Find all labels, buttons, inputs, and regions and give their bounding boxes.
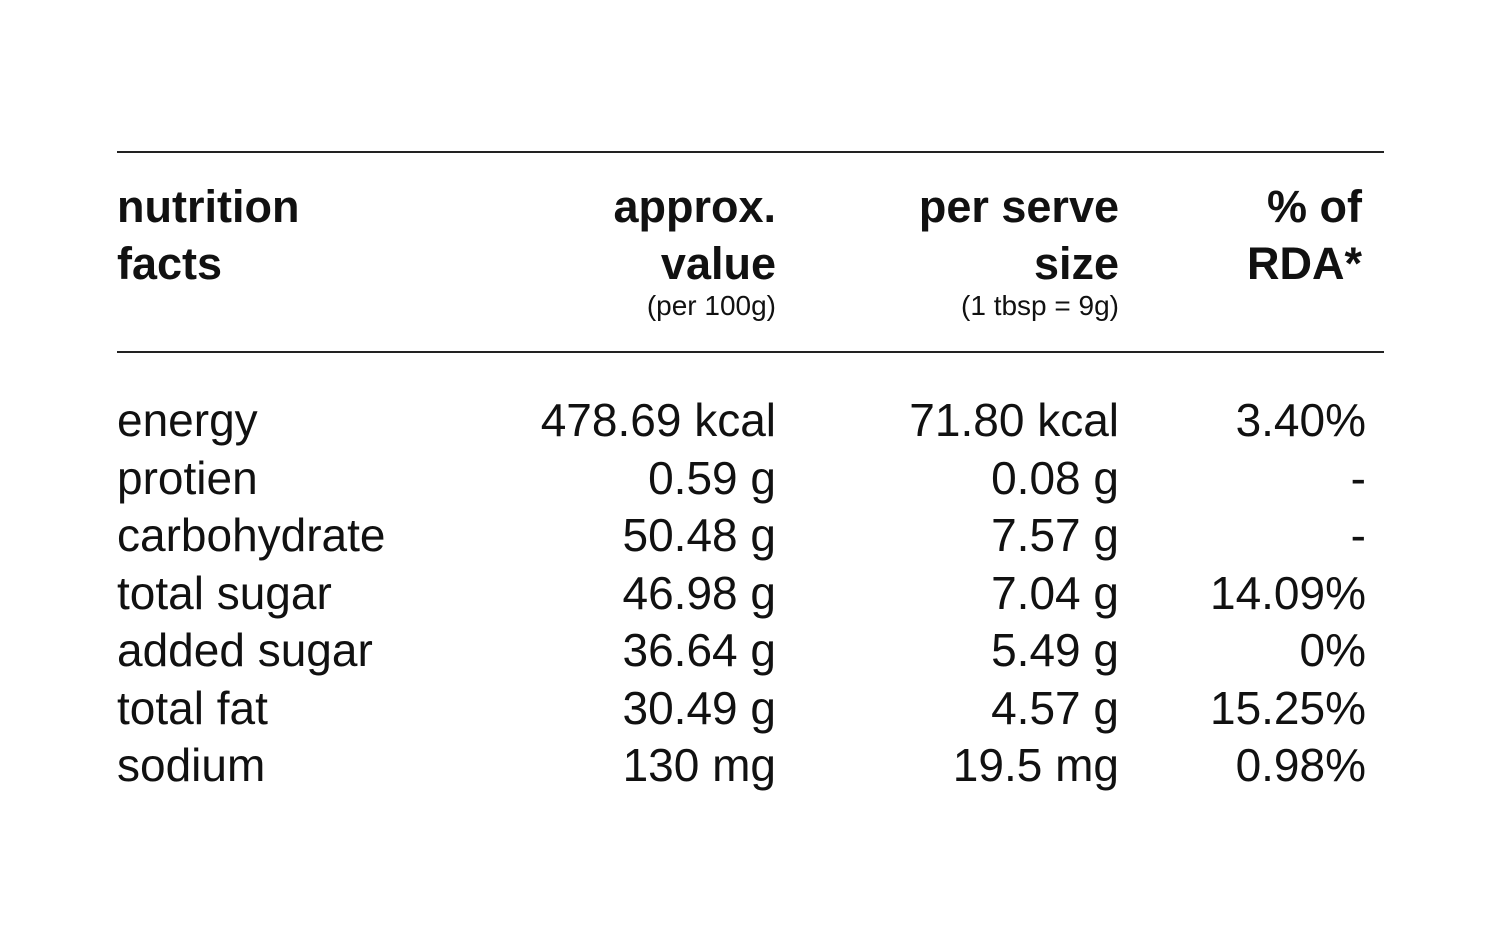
nutrient-name: total sugar [117, 566, 332, 619]
nutrient-value: 0.08 g [991, 451, 1119, 504]
nutrient-name: added sugar [117, 624, 373, 676]
nutrient-value: 3.40% [1235, 394, 1366, 446]
column-note: (per 100g) [646, 290, 776, 321]
column-header: per serve [918, 181, 1119, 232]
nutrient-value: 4.57 g [991, 681, 1119, 734]
nutrient-value: 36.64 g [622, 624, 776, 676]
nutrient-value: 7.04 g [991, 566, 1119, 619]
nutrient-value: - [1350, 451, 1366, 504]
column-header: RDA* [1246, 238, 1362, 289]
nutrient-value: - [1350, 509, 1366, 561]
nutrient-name: protien [117, 451, 258, 504]
column-header: nutrition [117, 181, 300, 232]
column-note: (1 tbsp = 9g) [961, 290, 1119, 321]
nutrient-value: 130 mg [622, 739, 776, 791]
nutrient-value: 19.5 mg [952, 739, 1119, 791]
nutrient-value: 71.80 kcal [909, 394, 1119, 446]
column-header: approx. [613, 181, 776, 232]
nutrient-value: 30.49 g [622, 681, 776, 734]
nutrient-value: 5.49 g [991, 624, 1119, 676]
nutrient-name: sodium [117, 739, 266, 791]
nutrient-name: carbohydrate [117, 509, 386, 561]
nutrient-value: 478.69 kcal [540, 394, 776, 446]
column-header: facts [117, 238, 223, 289]
column-header: size [1033, 238, 1119, 289]
header-rule [117, 351, 1384, 353]
nutrient-value: 0.59 g [648, 451, 776, 504]
nutrient-name: energy [117, 394, 258, 446]
nutrient-value: 7.57 g [991, 509, 1119, 561]
column-header: % of [1267, 181, 1362, 232]
nutrient-value: 50.48 g [622, 509, 776, 561]
top-rule [117, 151, 1384, 153]
column-header: value [660, 238, 776, 289]
nutrient-value: 0.98% [1235, 739, 1366, 791]
nutrient-value: 0% [1299, 624, 1366, 676]
nutrient-value: 14.09% [1209, 566, 1366, 619]
nutrient-name: total fat [117, 681, 268, 734]
nutrient-value: 15.25% [1209, 681, 1366, 734]
nutrient-value: 46.98 g [622, 566, 776, 619]
